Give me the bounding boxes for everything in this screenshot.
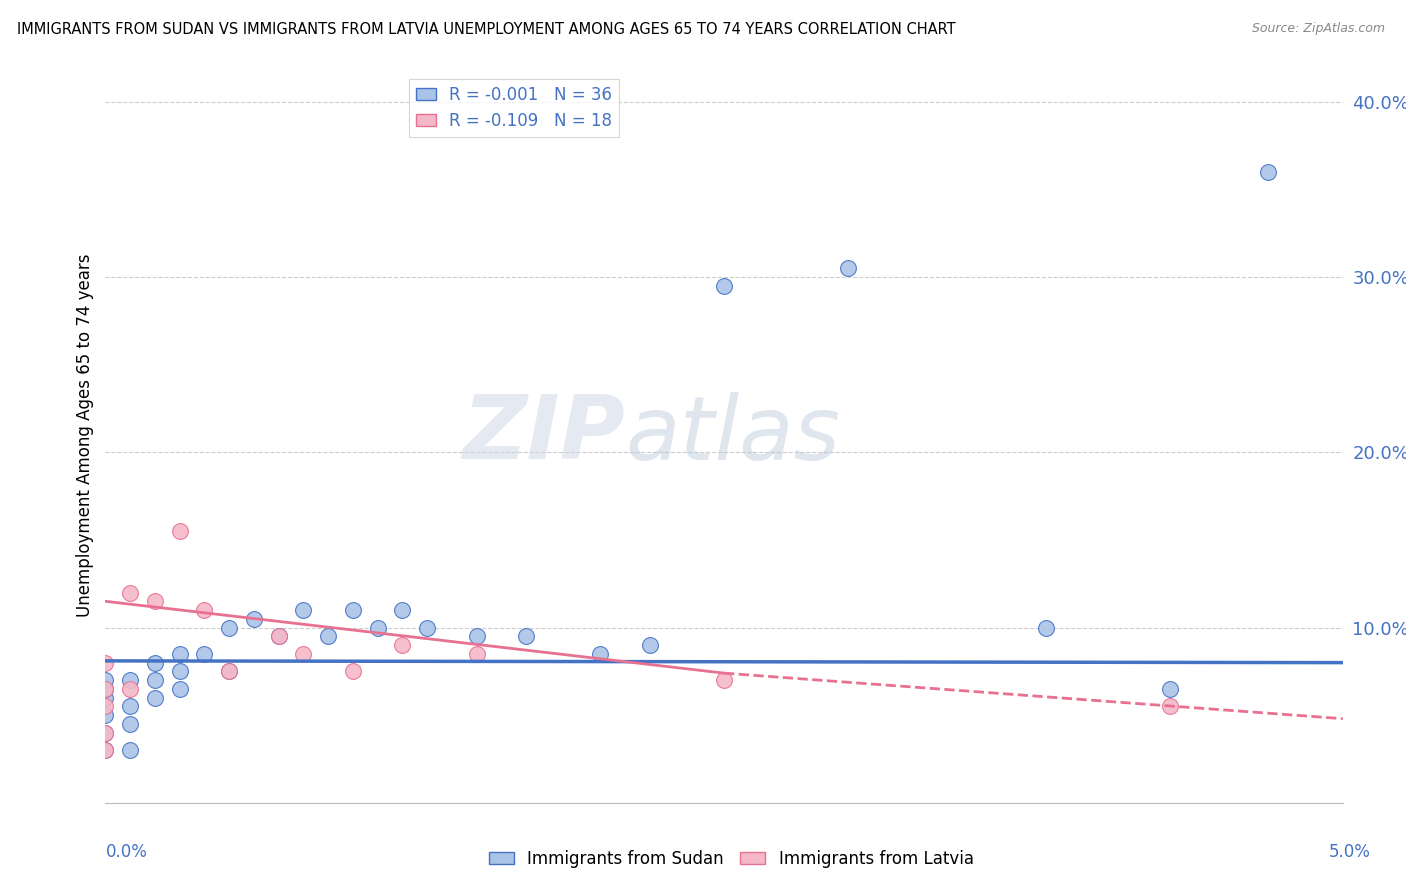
Point bbox=[515, 629, 537, 643]
Point bbox=[94, 699, 117, 714]
Point bbox=[169, 647, 191, 661]
Point bbox=[1257, 165, 1279, 179]
Point bbox=[94, 743, 117, 757]
Point bbox=[120, 673, 142, 687]
Text: 0.0%: 0.0% bbox=[105, 843, 148, 861]
Legend: R = -0.001   N = 36, R = -0.109   N = 18: R = -0.001 N = 36, R = -0.109 N = 18 bbox=[409, 78, 619, 136]
Text: atlas: atlas bbox=[626, 392, 839, 478]
Point bbox=[342, 665, 364, 679]
Point bbox=[292, 647, 315, 661]
Point bbox=[94, 681, 117, 696]
Point bbox=[1159, 699, 1181, 714]
Point bbox=[292, 603, 315, 617]
Point bbox=[143, 690, 166, 705]
Point bbox=[94, 690, 117, 705]
Point bbox=[94, 673, 117, 687]
Point bbox=[713, 279, 735, 293]
Text: ZIP: ZIP bbox=[463, 392, 626, 478]
Text: Source: ZipAtlas.com: Source: ZipAtlas.com bbox=[1251, 22, 1385, 36]
Point bbox=[465, 647, 488, 661]
Point bbox=[120, 717, 142, 731]
Point bbox=[169, 665, 191, 679]
Point bbox=[465, 629, 488, 643]
Text: 5.0%: 5.0% bbox=[1329, 843, 1371, 861]
Point bbox=[120, 585, 142, 599]
Point bbox=[243, 612, 266, 626]
Legend: Immigrants from Sudan, Immigrants from Latvia: Immigrants from Sudan, Immigrants from L… bbox=[482, 844, 980, 875]
Point bbox=[94, 708, 117, 723]
Point bbox=[316, 629, 339, 643]
Point bbox=[94, 725, 117, 739]
Point bbox=[94, 656, 117, 670]
Point bbox=[1035, 621, 1057, 635]
Point bbox=[120, 743, 142, 757]
Point bbox=[1159, 681, 1181, 696]
Point bbox=[416, 621, 439, 635]
Point bbox=[391, 638, 413, 652]
Point bbox=[143, 594, 166, 608]
Point bbox=[143, 673, 166, 687]
Point bbox=[169, 681, 191, 696]
Point bbox=[638, 638, 661, 652]
Point bbox=[120, 699, 142, 714]
Point bbox=[120, 681, 142, 696]
Point bbox=[713, 673, 735, 687]
Point bbox=[193, 647, 215, 661]
Point bbox=[218, 621, 240, 635]
Text: IMMIGRANTS FROM SUDAN VS IMMIGRANTS FROM LATVIA UNEMPLOYMENT AMONG AGES 65 TO 74: IMMIGRANTS FROM SUDAN VS IMMIGRANTS FROM… bbox=[17, 22, 956, 37]
Point bbox=[94, 681, 117, 696]
Point bbox=[169, 524, 191, 539]
Point bbox=[342, 603, 364, 617]
Y-axis label: Unemployment Among Ages 65 to 74 years: Unemployment Among Ages 65 to 74 years bbox=[76, 253, 94, 616]
Point bbox=[94, 725, 117, 739]
Point bbox=[143, 656, 166, 670]
Point bbox=[267, 629, 290, 643]
Point bbox=[589, 647, 612, 661]
Point bbox=[837, 261, 859, 276]
Point bbox=[218, 665, 240, 679]
Point bbox=[193, 603, 215, 617]
Point bbox=[367, 621, 389, 635]
Point bbox=[391, 603, 413, 617]
Point bbox=[267, 629, 290, 643]
Point bbox=[218, 665, 240, 679]
Point bbox=[94, 743, 117, 757]
